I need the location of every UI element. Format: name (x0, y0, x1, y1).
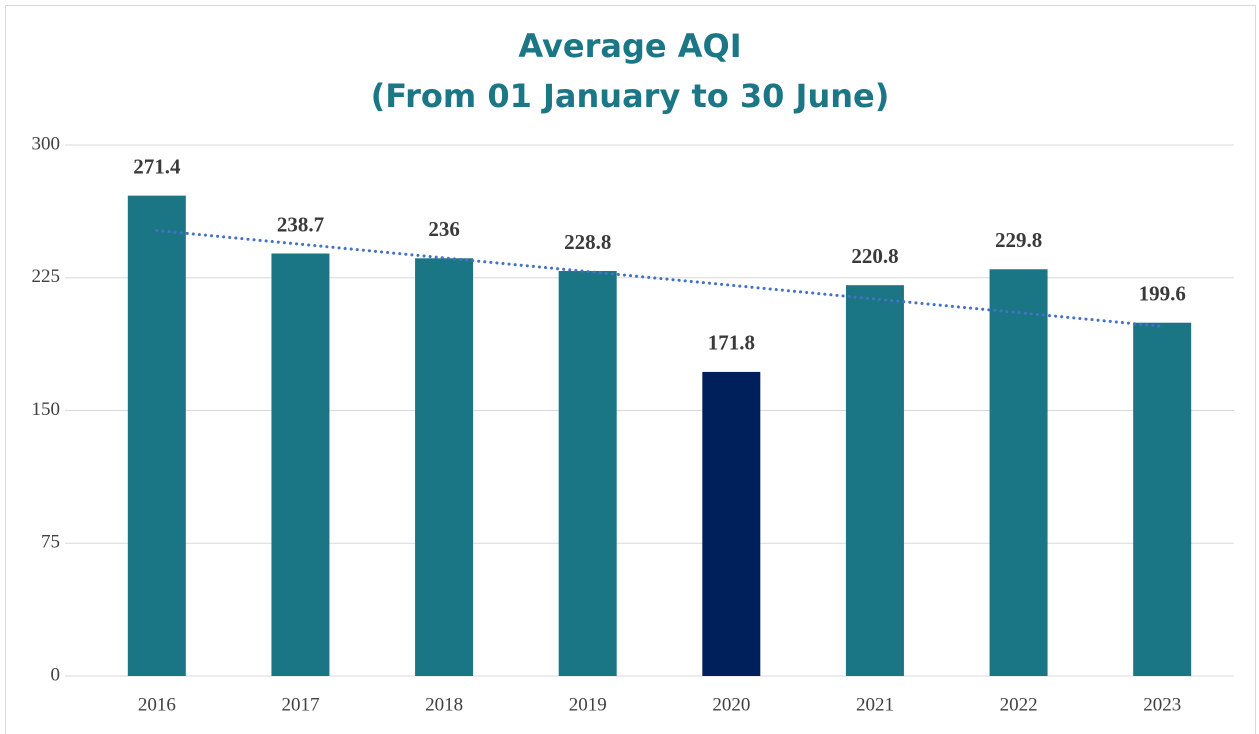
x-tick-label: 2023 (1143, 694, 1181, 715)
chart-title: (From 01 January to 30 June) (371, 77, 890, 115)
data-label: 171.8 (708, 331, 755, 355)
data-label: 238.7 (277, 212, 324, 236)
y-tick-label: 75 (41, 532, 60, 553)
data-label: 228.8 (564, 230, 611, 254)
data-label: 229.8 (995, 228, 1042, 252)
bar (415, 258, 474, 676)
x-tick-label: 2016 (138, 694, 176, 715)
bar (702, 371, 761, 676)
x-tick-label: 2017 (281, 694, 319, 715)
x-tick-label: 2022 (1000, 694, 1038, 715)
chart-frame (5, 5, 1256, 734)
data-label: 199.6 (1139, 282, 1186, 306)
data-label: 271.4 (133, 154, 181, 178)
bar (845, 285, 904, 676)
y-tick-label: 300 (32, 133, 61, 154)
x-tick-label: 2021 (856, 694, 894, 715)
y-tick-label: 150 (32, 399, 61, 420)
data-label: 236 (428, 217, 460, 241)
y-tick-label: 0 (51, 664, 61, 685)
x-tick-label: 2019 (569, 694, 607, 715)
data-label: 220.8 (851, 244, 898, 268)
chart-title: Average AQI (518, 27, 741, 65)
bar (1133, 322, 1192, 676)
y-tick-label: 225 (32, 266, 61, 287)
bar (558, 271, 617, 676)
trendline (155, 229, 1164, 328)
bar (127, 195, 186, 676)
x-tick-label: 2018 (425, 694, 463, 715)
x-tick-label: 2020 (712, 694, 750, 715)
bar (989, 269, 1048, 676)
bar (271, 253, 330, 676)
